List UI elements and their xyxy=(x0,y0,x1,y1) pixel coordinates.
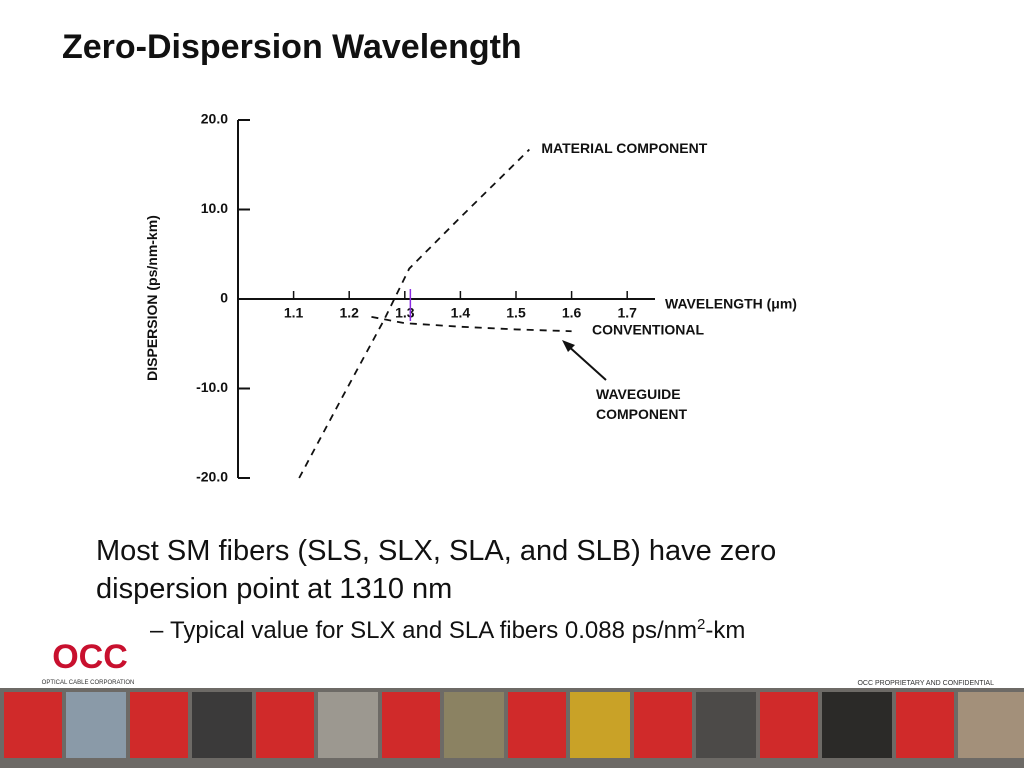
y-tick-label: -10.0 xyxy=(196,379,228,395)
bullet-text: Typical value for SLX and SLA fibers 0.0… xyxy=(170,617,697,644)
y-tick-label: 20.0 xyxy=(201,111,228,127)
confidential-notice: OCC PROPRIETARY AND CONFIDENTIAL xyxy=(857,680,994,687)
x-tick-label: 1.5 xyxy=(506,305,526,321)
company-name: OPTICAL CABLE CORPORATION xyxy=(42,680,135,686)
dash: – xyxy=(150,617,164,644)
footer-tiles xyxy=(4,692,1024,758)
bullet: Most SM fibers (SLS, SLX, SLA, and SLB) … xyxy=(96,535,777,605)
arrow xyxy=(565,343,607,381)
x-tick-label: 1.7 xyxy=(617,305,637,321)
y-tick-label: 0 xyxy=(220,290,228,306)
y-axis-label: DISPERSION (ps/nm-km) xyxy=(144,215,160,381)
series-line xyxy=(298,148,530,479)
logo: OCC xyxy=(52,638,128,676)
slide-title: Zero-Dispersion Wavelength xyxy=(62,28,522,66)
superscript: 2 xyxy=(697,616,706,633)
series-label: MATERIAL COMPONENT xyxy=(541,140,707,156)
x-axis-label: WAVELENGTH (μm) xyxy=(665,296,797,312)
x-tick-label: 1.6 xyxy=(562,305,582,321)
x-tick-label: 1.4 xyxy=(451,305,471,321)
x-tick-label: 1.1 xyxy=(284,305,304,321)
arrow-head xyxy=(562,340,575,352)
series-label: WAVEGUIDE COMPONENT xyxy=(596,386,687,422)
x-tick-label: 1.2 xyxy=(339,305,359,321)
y-tick-label: 10.0 xyxy=(201,200,228,216)
bullet-text: -km xyxy=(705,617,746,644)
annotation: CONVENTIONAL xyxy=(592,322,704,338)
x-tick-label: 1.3 xyxy=(395,305,415,321)
sub-bullet: – Typical value for SLX and SLA fibers 0… xyxy=(150,616,745,645)
y-tick-label: -20.0 xyxy=(196,469,228,485)
